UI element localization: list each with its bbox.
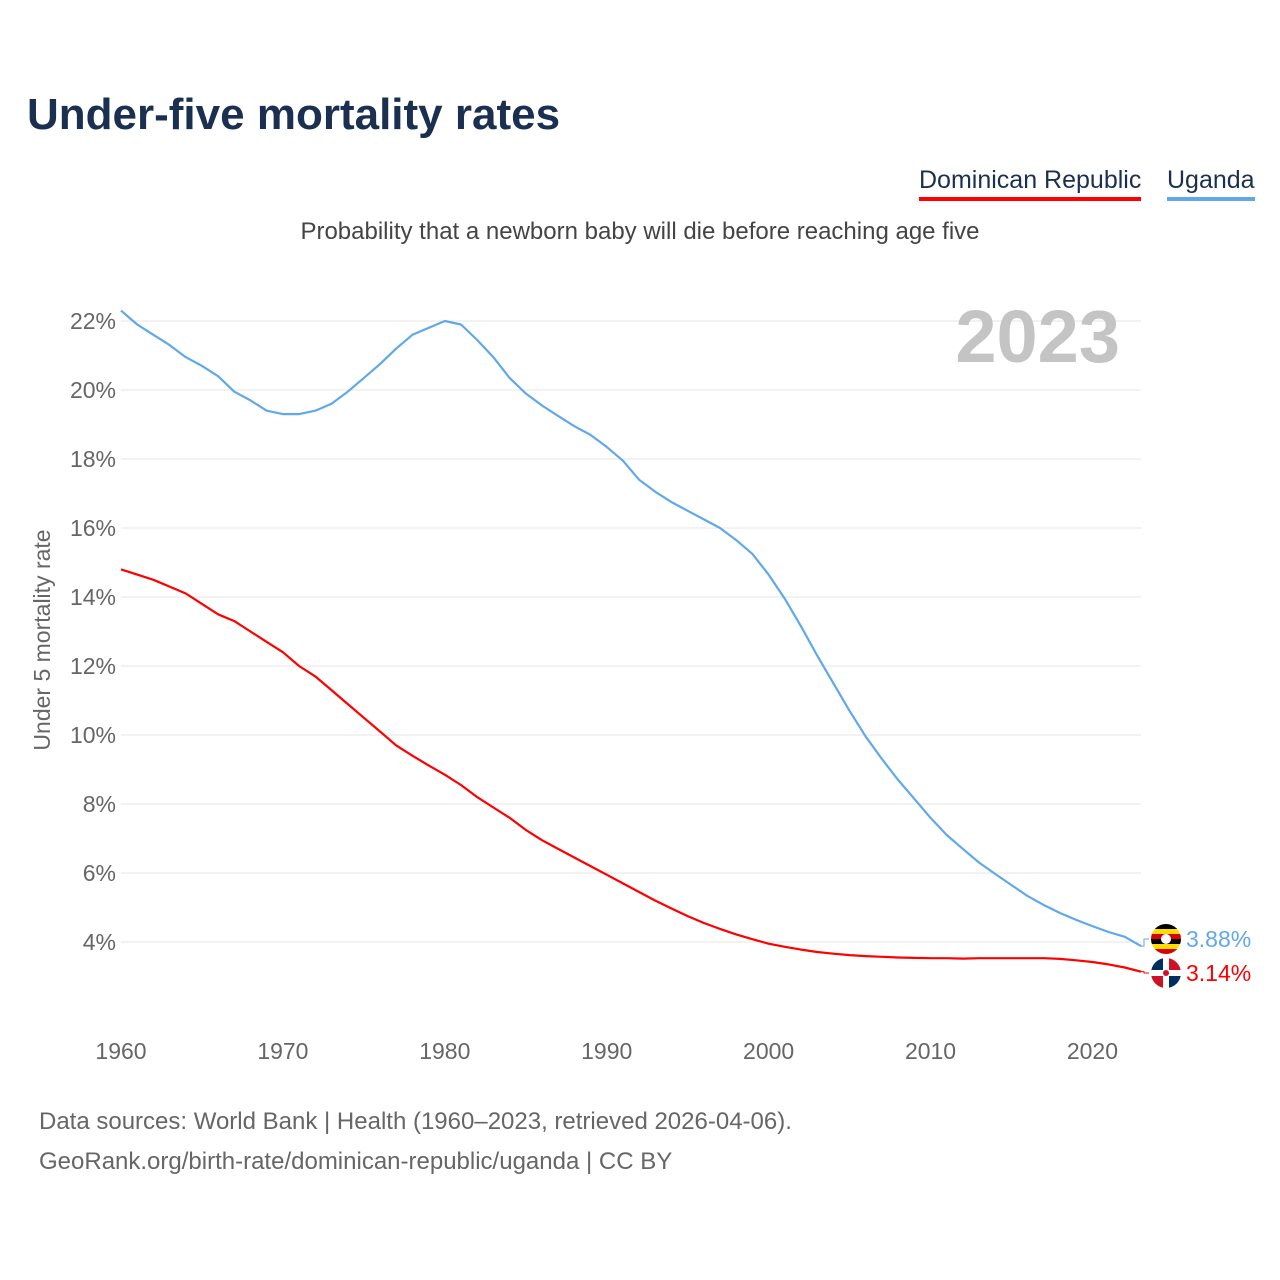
x-tick-label: 1980 [419,1038,470,1064]
x-axis-ticks: 1960 1970 1980 1990 2000 2010 2020 [95,1038,1118,1064]
y-tick-label: 4% [83,929,116,955]
x-tick-label: 1970 [257,1038,308,1064]
y-tick-label: 18% [70,446,116,472]
y-tick-label: 16% [70,515,116,541]
x-tick-label: 2020 [1067,1038,1118,1064]
flag-body [1151,924,1181,954]
chart-title: Under-five mortality rates [27,90,561,139]
y-tick-label: 20% [70,377,116,403]
flag-stripe [1151,949,1181,954]
end-connector [1141,971,1149,974]
y-tick-label: 10% [70,722,116,748]
series-line-uganda [120,309,1142,948]
y-tick-label: 14% [70,584,116,610]
uganda-flag-icon [1151,924,1181,954]
flag-emblem [1161,934,1171,944]
flag-stripe [1151,944,1181,949]
series-lines [120,309,1142,973]
flag-body [1151,958,1181,988]
chart-subtitle: Probability that a newborn baby will die… [300,218,980,245]
flag-quarter [1151,976,1163,988]
footer-sources: Data sources: World Bank | Health (1960–… [39,1108,792,1135]
flag-quarter [1151,958,1163,970]
legend-uganda[interactable]: Uganda [1167,166,1255,201]
y-tick-label: 12% [70,653,116,679]
gridlines [121,320,1141,943]
footer-credit: GeoRank.org/birth-rate/dominican-republi… [39,1148,673,1175]
y-tick-label: 22% [70,308,116,334]
flag-quarter [1169,958,1181,970]
x-tick-label: 2010 [905,1038,956,1064]
y-tick-label: 6% [83,860,116,886]
y-axis-ticks: 4% 6% 8% 10% 12% 14% 16% 18% 20% 22% [70,308,116,955]
flag-stripe [1151,929,1181,934]
end-value-label: 3.88% [1186,926,1251,952]
x-tick-label: 1990 [581,1038,632,1064]
legend-dominican-republic[interactable]: Dominican Republic [919,166,1142,201]
x-tick-label: 2000 [743,1038,794,1064]
end-labels: 3.88% 3.14% [1141,924,1251,988]
dominican-republic-flag-icon [1151,958,1181,988]
flag-stripe [1151,924,1181,929]
end-connector [1141,938,1149,947]
end-value-label: 3.14% [1186,960,1251,986]
x-tick-label: 1960 [95,1038,146,1064]
y-axis-label: Under 5 mortality rate [29,529,55,750]
y-tick-label: 8% [83,791,116,817]
flag-emblem [1163,970,1169,976]
year-watermark: 2023 [955,295,1120,378]
flag-quarter [1169,976,1181,988]
series-line-dominican-republic [120,568,1142,973]
